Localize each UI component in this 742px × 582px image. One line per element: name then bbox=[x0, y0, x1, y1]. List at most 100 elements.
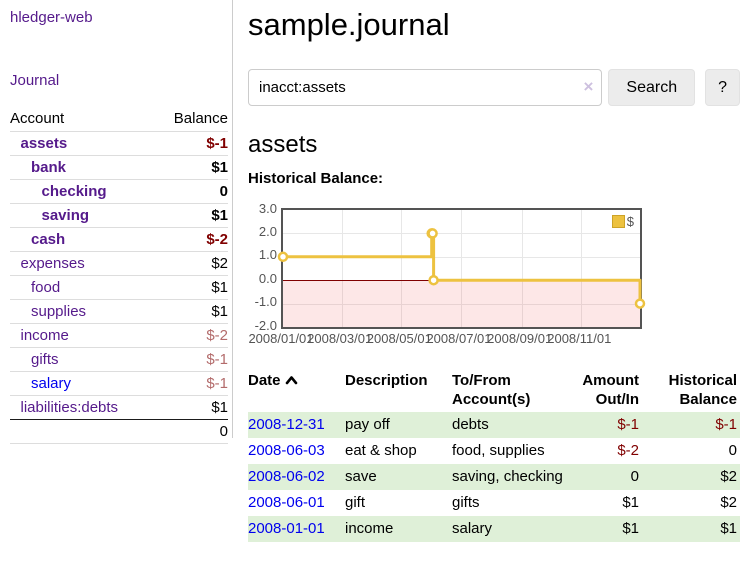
register-accounts: food, supplies bbox=[452, 438, 582, 464]
help-button[interactable]: ? bbox=[705, 69, 740, 106]
register-amount: $1 bbox=[582, 490, 642, 516]
register-accounts: saving, checking bbox=[452, 464, 582, 490]
account-row: salary $-1 bbox=[10, 372, 228, 396]
chart-y-axis-label: 0.0 bbox=[248, 271, 277, 286]
account-balance: $1 bbox=[155, 300, 228, 324]
chart-series-layer bbox=[283, 210, 640, 327]
account-link[interactable]: checking bbox=[42, 183, 107, 200]
search-form: × Search ? bbox=[248, 69, 740, 106]
register-amount: $-2 bbox=[582, 438, 642, 464]
chart-title: Historical Balance: bbox=[248, 170, 740, 187]
account-row: expenses $2 bbox=[10, 252, 228, 276]
sidebar-item-journal[interactable]: Journal bbox=[10, 72, 232, 89]
account-row: liabilities:debts$1 bbox=[10, 396, 228, 420]
search-input[interactable] bbox=[248, 69, 602, 106]
register-date-cell: 2008-12-31 bbox=[248, 412, 345, 438]
register-balance: $2 bbox=[642, 464, 740, 490]
register-row: 2008-01-01incomesalary$1$1 bbox=[248, 516, 740, 542]
register-accounts: salary bbox=[452, 516, 582, 542]
chart-y-axis-label: 1.0 bbox=[248, 247, 277, 262]
account-link[interactable]: bank bbox=[31, 159, 66, 176]
account-balance: 0 bbox=[155, 180, 228, 204]
account-link[interactable]: saving bbox=[42, 207, 90, 224]
page-title: sample.journal bbox=[248, 6, 740, 44]
register-row: 2008-06-02 savesaving, checking0$2 bbox=[248, 464, 740, 490]
register-date-cell: 2008-06-02 bbox=[248, 464, 345, 490]
register-date-cell: 2008-06-03 bbox=[248, 438, 345, 464]
account-link[interactable]: salary bbox=[31, 375, 71, 392]
account-balance: $1 bbox=[155, 276, 228, 300]
register-date-link[interactable]: 2008-06-03 bbox=[248, 442, 325, 459]
account-balance: $-2 bbox=[155, 228, 228, 252]
chart-point-marker bbox=[279, 253, 287, 261]
chart-plot-area: $ bbox=[281, 208, 642, 329]
main-content: sample.journal × Search ? assets Histori… bbox=[248, 0, 740, 542]
register-balance: 0 bbox=[642, 438, 740, 464]
account-row: saving $1 bbox=[10, 204, 228, 228]
register-description: pay off bbox=[345, 412, 452, 438]
brand-link[interactable]: hledger-web bbox=[10, 9, 232, 26]
register-description: income bbox=[345, 516, 452, 542]
sort-ascending-icon bbox=[285, 375, 298, 385]
account-row: supplies $1 bbox=[10, 300, 228, 324]
register-amount: $1 bbox=[582, 516, 642, 542]
account-link[interactable]: income bbox=[21, 327, 69, 344]
register-balance: $2 bbox=[642, 490, 740, 516]
account-row: food $1 bbox=[10, 276, 228, 300]
chart-point-marker bbox=[636, 300, 644, 308]
account-row: assets$-1 bbox=[10, 132, 228, 156]
register-balance: $-1 bbox=[642, 412, 740, 438]
register-header-amount[interactable]: Amount Out/In bbox=[582, 368, 642, 412]
register-row: 2008-06-03 eat & shopfood, supplies$-20 bbox=[248, 438, 740, 464]
account-row: cash $-2 bbox=[10, 228, 228, 252]
account-link[interactable]: liabilities:debts bbox=[21, 399, 119, 416]
chart-point-marker bbox=[429, 229, 437, 237]
balance-chart: $ 3.02.01.00.0-1.0-2.02008/01/012008/03/… bbox=[248, 200, 740, 346]
account-link[interactable]: food bbox=[31, 279, 60, 296]
register-amount: 0 bbox=[582, 464, 642, 490]
accounts-table: Account Balance assets$-1bank$1checking0… bbox=[10, 106, 228, 444]
account-balance: $2 bbox=[155, 252, 228, 276]
account-link[interactable]: gifts bbox=[31, 351, 59, 368]
account-link[interactable]: expenses bbox=[21, 255, 85, 272]
register-date-link[interactable]: 2008-12-31 bbox=[248, 416, 325, 433]
register-balance: $1 bbox=[642, 516, 740, 542]
account-balance: $1 bbox=[155, 204, 228, 228]
register-date-cell: 2008-01-01 bbox=[248, 516, 345, 542]
register-table: Date Description To/From Account(s) Amou… bbox=[248, 368, 740, 542]
register-date-link[interactable]: 2008-01-01 bbox=[248, 520, 325, 537]
chart-x-axis-label: 2008/11/01 bbox=[543, 331, 615, 346]
register-amount: $-1 bbox=[582, 412, 642, 438]
register-description: save bbox=[345, 464, 452, 490]
register-date-cell: 2008-06-01 bbox=[248, 490, 345, 516]
accounts-header-account: Account bbox=[10, 106, 155, 132]
account-link[interactable]: supplies bbox=[31, 303, 86, 320]
accounts-total-row: 0 bbox=[10, 420, 228, 444]
register-accounts: debts bbox=[452, 412, 582, 438]
account-balance: $-1 bbox=[155, 372, 228, 396]
register-description: gift bbox=[345, 490, 452, 516]
register-row: 2008-12-31pay offdebts$-1$-1 bbox=[248, 412, 740, 438]
register-header-description[interactable]: Description bbox=[345, 368, 452, 412]
chart-y-axis-label: 3.0 bbox=[248, 201, 277, 216]
account-heading: assets bbox=[248, 130, 740, 159]
account-link[interactable]: assets bbox=[21, 135, 68, 152]
search-box: × bbox=[248, 69, 602, 106]
register-date-link[interactable]: 2008-06-01 bbox=[248, 494, 325, 511]
account-row: bank $1 bbox=[10, 156, 228, 180]
register-header-date[interactable]: Date bbox=[248, 368, 345, 412]
register-header-balance[interactable]: Historical Balance bbox=[642, 368, 740, 412]
account-balance: $-2 bbox=[155, 324, 228, 348]
account-row: gifts$-1 bbox=[10, 348, 228, 372]
register-accounts: gifts bbox=[452, 490, 582, 516]
account-row: income $-2 bbox=[10, 324, 228, 348]
accounts-total-spacer bbox=[10, 420, 155, 444]
account-link[interactable]: cash bbox=[31, 231, 65, 248]
account-balance: $1 bbox=[155, 156, 228, 180]
register-description: eat & shop bbox=[345, 438, 452, 464]
register-header-accounts[interactable]: To/From Account(s) bbox=[452, 368, 582, 412]
register-date-link[interactable]: 2008-06-02 bbox=[248, 468, 325, 485]
register-row: 2008-06-01 giftgifts$1$2 bbox=[248, 490, 740, 516]
search-button[interactable]: Search bbox=[608, 69, 695, 106]
clear-search-icon[interactable]: × bbox=[583, 77, 593, 97]
